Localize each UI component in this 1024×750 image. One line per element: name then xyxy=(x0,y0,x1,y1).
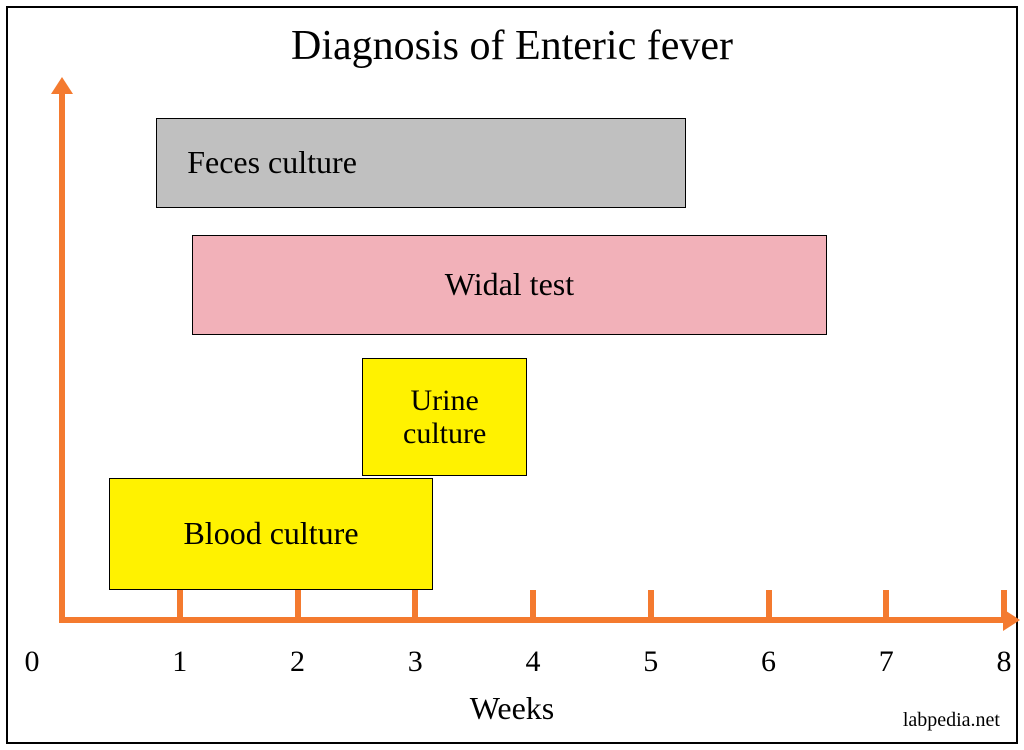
chart-frame: Diagnosis of Enteric fever123456780Weeks… xyxy=(6,6,1018,744)
x-tick xyxy=(766,590,772,620)
bar-widal: Widal test xyxy=(192,235,828,335)
x-tick-label: 8 xyxy=(984,645,1024,679)
bar-feces: Feces culture xyxy=(156,118,686,208)
x-tick-label: 4 xyxy=(513,645,553,679)
x-tick-label: 5 xyxy=(631,645,671,679)
bar-label-feces: Feces culture xyxy=(187,145,357,180)
origin-label: 0 xyxy=(12,645,52,679)
y-axis xyxy=(59,92,65,623)
bar-label-urine: Urine culture xyxy=(403,384,486,450)
x-tick-label: 3 xyxy=(395,645,435,679)
x-tick xyxy=(412,590,418,620)
x-tick-label: 7 xyxy=(866,645,906,679)
chart-title: Diagnosis of Enteric fever xyxy=(0,22,1024,70)
x-tick xyxy=(883,590,889,620)
y-axis-arrow xyxy=(51,77,73,94)
x-tick xyxy=(648,590,654,620)
x-tick xyxy=(177,590,183,620)
x-tick-label: 1 xyxy=(160,645,200,679)
x-tick-label: 2 xyxy=(278,645,318,679)
bar-blood: Blood culture xyxy=(109,478,433,590)
bar-urine: Urine culture xyxy=(362,358,527,476)
x-axis-title: Weeks xyxy=(0,690,1024,727)
bar-label-blood: Blood culture xyxy=(183,516,358,551)
x-tick xyxy=(530,590,536,620)
x-tick xyxy=(1001,590,1007,620)
x-tick xyxy=(295,590,301,620)
attribution: labpedia.net xyxy=(903,709,1000,732)
x-tick-label: 6 xyxy=(749,645,789,679)
bar-label-widal: Widal test xyxy=(445,267,574,302)
